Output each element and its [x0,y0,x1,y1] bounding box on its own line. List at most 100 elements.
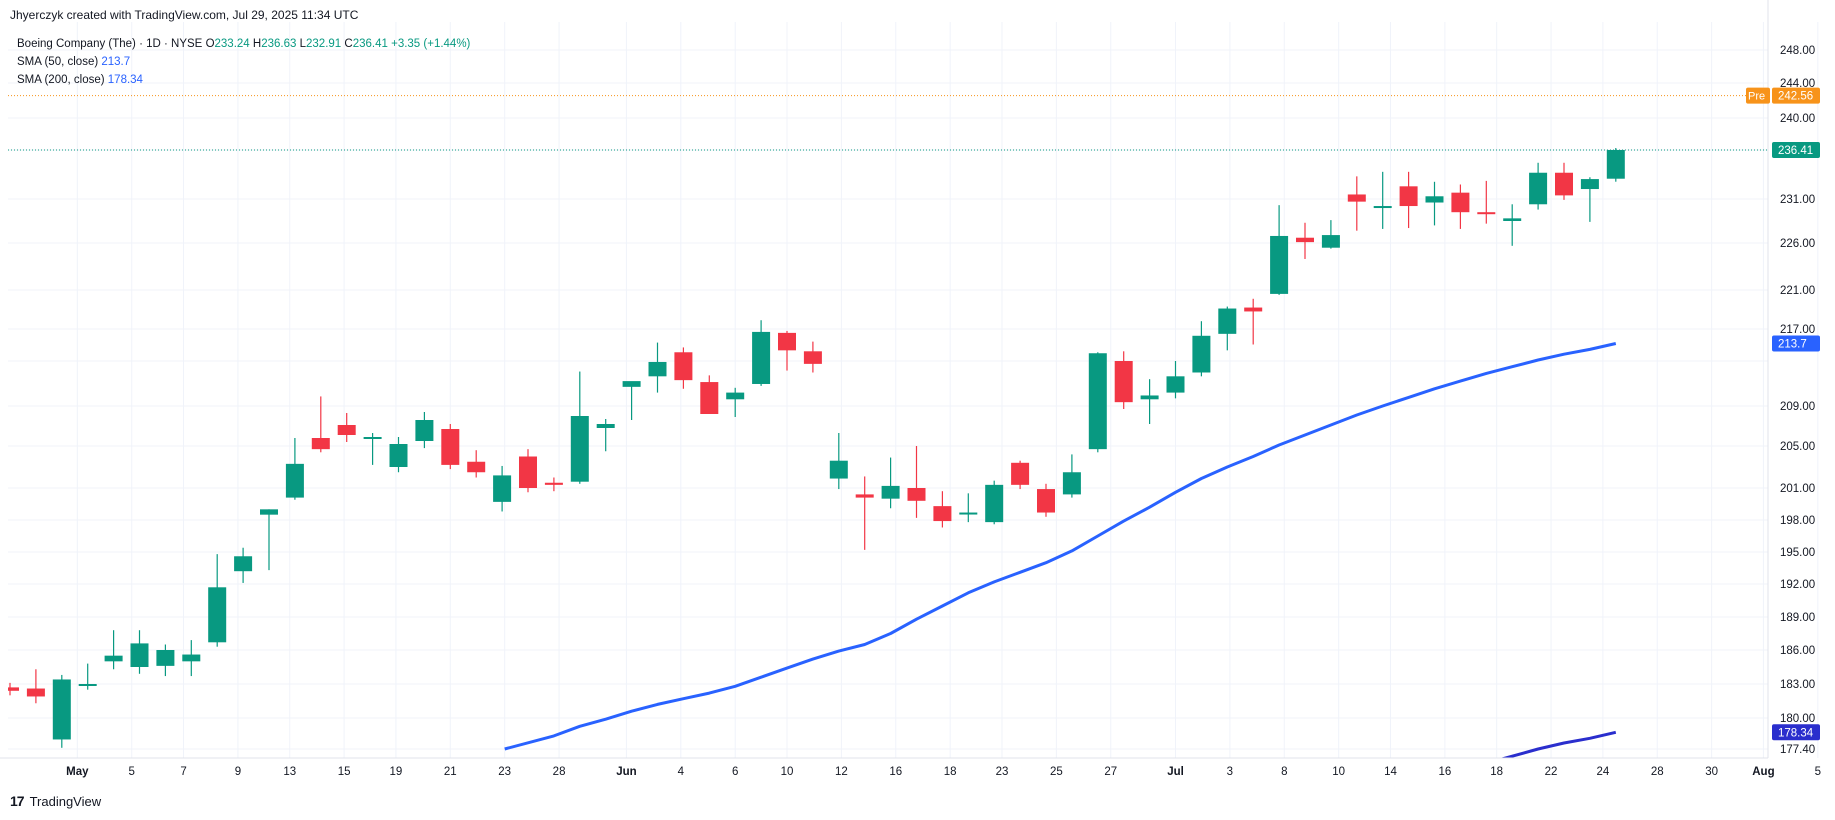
time-tick-label: 28 [553,766,566,778]
sma200-price-tag: 178.34 [1772,724,1820,741]
candle[interactable] [1347,176,1366,231]
candle[interactable] [234,547,253,583]
candle-body [104,655,123,662]
sma50-legend-row[interactable]: SMA (50, close) 213.7 [17,53,470,71]
candle-body [1373,206,1392,209]
close-label: C [344,38,353,50]
candle[interactable] [1321,220,1340,249]
candle[interactable] [1166,361,1185,399]
candle[interactable] [1037,483,1055,517]
candle[interactable] [829,433,848,490]
candle[interactable] [596,419,615,452]
candle[interactable] [933,491,952,528]
change-value: +3.35 (+1.44%) [391,38,471,50]
candle[interactable] [1062,454,1081,498]
candle[interactable] [1114,351,1133,409]
candle[interactable] [726,387,745,417]
candle-body [1555,172,1573,196]
sma200-legend-row[interactable]: SMA (200, close) 178.34 [17,71,470,89]
candle-body [1503,218,1522,221]
candle[interactable] [959,493,978,523]
candle[interactable] [1192,321,1211,377]
candle[interactable] [1529,162,1548,210]
candle-body [778,332,796,351]
candle[interactable] [337,413,356,442]
candle[interactable] [1451,184,1470,229]
candle[interactable] [1555,162,1573,200]
sma50-line[interactable] [504,342,1617,751]
candle[interactable] [389,437,408,473]
candle[interactable] [1503,204,1522,246]
candle[interactable] [622,381,641,420]
symbol-legend-row[interactable]: Boeing Company (The) · 1D · NYSE O233.24… [17,35,470,53]
candle-body [855,494,874,498]
candle[interactable] [1218,306,1237,351]
tradingview-footer[interactable]: 17 TradingView [10,793,101,809]
candle[interactable] [648,342,667,393]
candle-body [544,482,563,485]
candle-body [803,351,822,364]
candle[interactable] [778,330,796,371]
candle[interactable] [1244,298,1263,345]
candle[interactable] [363,433,382,465]
candle[interactable] [26,669,45,704]
candle[interactable] [156,644,175,677]
candle-body [260,509,278,515]
candle[interactable] [700,375,719,414]
candle[interactable] [803,341,822,373]
time-axis[interactable]: May 5 7 9 13 15 19 21 23 28 Jun 4 6 10 12 16 18 23 25 27 Jul… [66,766,1821,778]
candle-body [1451,192,1470,213]
candle[interactable] [104,630,123,670]
candle[interactable] [311,396,330,453]
candle[interactable] [78,663,97,690]
candle[interactable] [1270,205,1289,295]
candle-body [130,643,149,667]
candle[interactable] [52,674,71,748]
candle[interactable] [493,465,512,512]
candle[interactable] [1606,148,1625,182]
candle[interactable] [467,450,486,478]
candle[interactable] [1399,171,1418,229]
last-price-tag: 236.41 [1772,142,1820,158]
candle[interactable] [985,480,1004,525]
sma50-price-tag: 213.7 [1772,335,1820,352]
candle[interactable] [855,476,874,550]
candle[interactable] [752,320,771,386]
candle[interactable] [1140,379,1159,424]
candle[interactable] [907,446,926,518]
candle-body [8,687,19,691]
price-tick-label: 198.00 [1780,515,1815,527]
candle[interactable] [130,630,149,674]
candle[interactable] [1088,352,1107,453]
candle-body [441,429,460,465]
candle[interactable] [1477,180,1496,224]
candle-body [156,650,175,666]
candle[interactable] [1580,177,1599,222]
price-axis[interactable]: 177.40 180.00 183.00 186.00 189.00 192.00 195.… [1780,45,1815,756]
candle[interactable] [1425,181,1444,226]
candle[interactable] [544,477,563,492]
candle[interactable] [519,449,537,493]
candle[interactable] [415,412,434,449]
candle[interactable] [881,457,900,509]
candle[interactable] [285,438,304,500]
candle[interactable] [208,554,227,647]
time-tick-label: 10 [1332,766,1345,778]
candle[interactable] [182,640,201,677]
time-tick-label: 12 [835,766,848,778]
sma50-price-tag-text: 213.7 [1778,339,1807,351]
candle[interactable] [674,347,693,389]
sma200-line[interactable] [1499,730,1617,759]
time-tick-label: 13 [283,766,296,778]
candle[interactable] [570,371,589,484]
candle[interactable] [1011,460,1030,490]
candle[interactable] [260,509,278,571]
candle-body [519,456,537,488]
candle-body [1347,194,1366,202]
candle[interactable] [1,682,19,696]
candle[interactable] [1373,171,1392,229]
candle[interactable] [1296,222,1314,259]
candle-body [1529,172,1548,205]
candle[interactable] [441,424,460,470]
